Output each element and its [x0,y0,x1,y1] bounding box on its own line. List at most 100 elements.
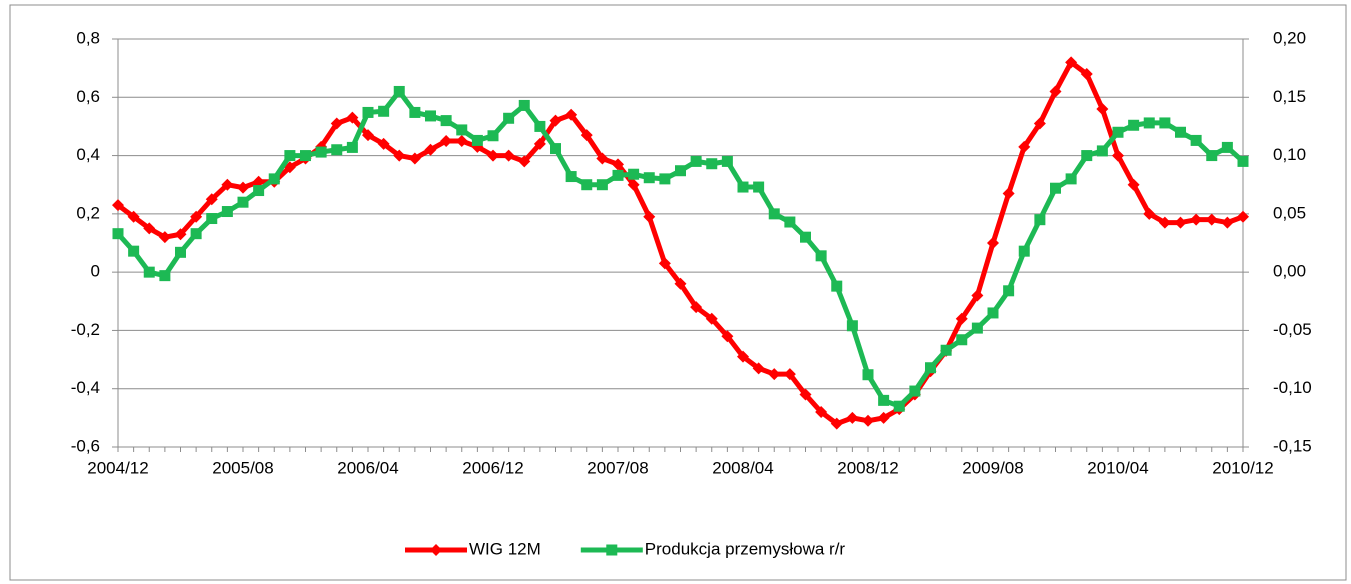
point-square [346,141,358,153]
y2-tick-label: -0,15 [1273,436,1312,455]
y-tick-label: -0,6 [71,436,100,455]
point-square [315,146,327,158]
point-diamond [1205,213,1218,226]
point-square [768,208,780,220]
point-square [1034,214,1046,226]
point-diamond [158,231,171,244]
y-tick-label: 0,8 [76,28,100,47]
point-square [956,334,968,346]
legend-label: Produkcja przemysłowa r/r [645,539,846,558]
point-diamond [1127,178,1140,191]
point-diamond [658,257,671,270]
point-square [1221,141,1233,153]
point-diamond [815,406,828,419]
point-square [1237,155,1249,167]
point-diamond [1174,216,1187,229]
point-square [143,266,155,278]
point-diamond [830,417,843,430]
point-diamond [330,117,343,130]
point-diamond [190,210,203,223]
point-square [1159,117,1171,129]
x-tick-label: 2006/04 [337,458,398,477]
point-diamond [737,350,749,363]
point-square [300,150,311,162]
x-tick-label: 2008/04 [712,458,773,477]
y-tick-label: 0,6 [76,87,100,106]
point-square [159,270,171,282]
point-diamond [690,301,703,314]
point-square [675,165,686,177]
point-square [565,171,577,183]
point-square [596,179,608,191]
x-tick-label: 2010/04 [1087,458,1148,477]
point-square [643,172,655,184]
point-square [815,250,827,262]
point-square [362,106,374,118]
point-diamond [721,330,734,343]
point-diamond [1158,216,1171,229]
point-square [690,155,702,167]
y2-tick-label: 0,15 [1273,87,1306,106]
point-square [784,216,796,228]
x-tick-label: 2005/08 [212,458,273,477]
point-square [800,231,811,243]
point-diamond [1049,85,1062,98]
point-diamond [862,414,874,427]
point-square [175,246,186,258]
point-diamond [987,237,999,249]
point-square [1096,145,1108,157]
point-square [753,181,765,193]
legend-label: WIG 12M [469,539,541,558]
point-square [606,544,618,556]
point-square [862,369,874,381]
point-square [1175,126,1186,138]
point-square [190,228,202,240]
point-square [409,106,421,118]
point-square [1050,182,1061,194]
point-square [971,322,983,334]
point-square [534,120,546,132]
point-square [846,320,858,332]
point-diamond [502,149,515,162]
point-square [721,155,733,167]
x-tick-label: 2006/12 [462,458,523,477]
point-diamond [112,199,124,212]
point-diamond [877,411,890,424]
point-square [1128,119,1140,131]
point-square [612,169,624,181]
point-square [503,112,515,124]
point-square [128,245,140,257]
point-square [737,181,749,193]
point-diamond [580,129,593,142]
point-diamond [221,178,234,191]
point-diamond [1237,210,1249,223]
point-square [331,144,343,156]
point-square [581,179,593,191]
chart-frame [9,4,1347,581]
y2-tick-label: 0,05 [1273,203,1306,222]
y-tick-label: 0,4 [76,145,100,164]
point-diamond [143,222,156,235]
point-diamond [783,368,796,381]
y-tick-label: -0,4 [71,378,100,397]
point-diamond [799,388,812,401]
y-tick-label: 0,2 [76,203,100,222]
point-diamond [518,155,531,168]
point-square [1190,134,1202,146]
point-diamond [643,210,656,223]
point-diamond [1033,117,1046,130]
point-square [1018,245,1030,257]
point-diamond [1018,140,1031,153]
point-diamond [237,181,249,194]
point-diamond [768,368,781,381]
point-square [221,206,233,218]
y2-tick-label: 0,20 [1273,28,1306,47]
point-diamond [408,152,421,165]
point-diamond [424,143,437,156]
y2-tick-label: -0,05 [1273,320,1312,339]
point-square [268,173,280,185]
point-square [456,124,468,136]
point-square [1206,150,1218,162]
point-square [487,130,499,142]
y-tick-label: 0 [91,262,100,281]
